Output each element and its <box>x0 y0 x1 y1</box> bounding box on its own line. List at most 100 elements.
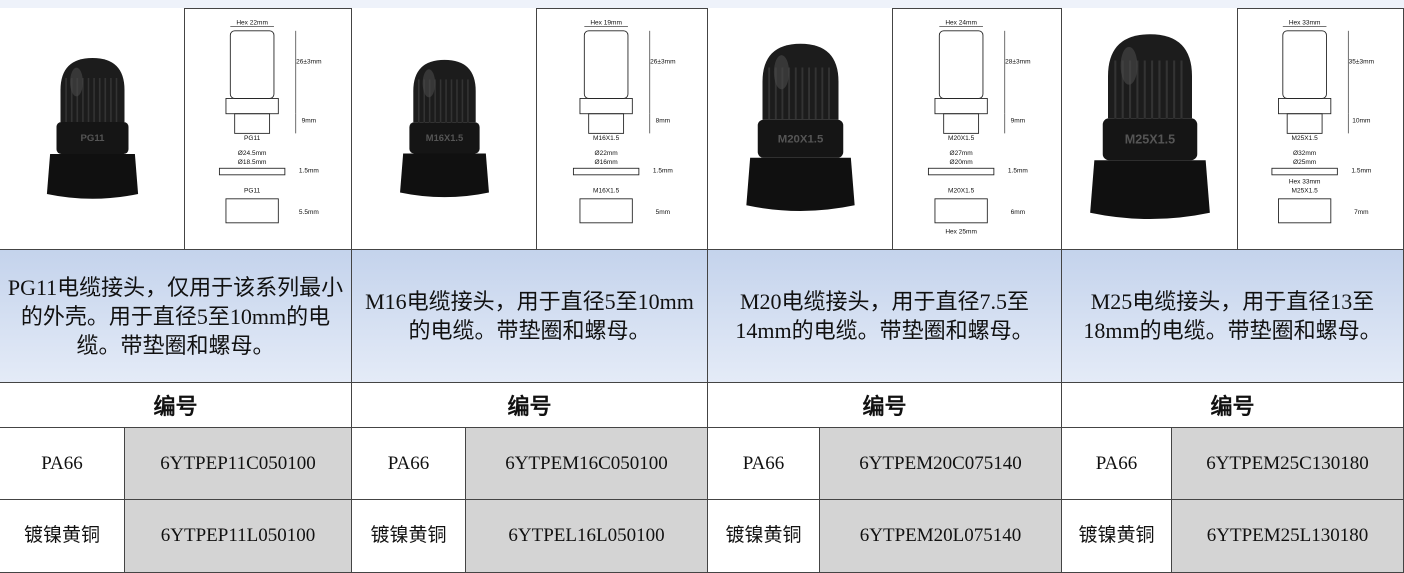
gland-body <box>408 121 480 153</box>
dimension-label: 9mm <box>1010 117 1025 124</box>
gland-hex <box>1089 159 1210 219</box>
material: PA66 <box>1062 428 1172 500</box>
part-code: 6YTPEM16C050100 <box>466 428 708 500</box>
dimension-label: M16X1.5 <box>593 134 620 141</box>
dimension-label: 8mm <box>655 117 670 124</box>
drawing-cell: Hex 33mm 35±3mm 10mm M25X1.5 1.5mm Ø32mm Ø25mm… <box>1238 8 1404 250</box>
part-code: 6YTPEP11C050100 <box>125 428 352 500</box>
part-code: 6YTPEM20L075140 <box>820 500 1062 573</box>
gland-body <box>757 119 843 158</box>
dimension-label: Ø25mm <box>1293 158 1317 165</box>
dimension-label: M20X1.5 <box>948 187 975 194</box>
dimension-label: 7mm <box>1354 209 1369 216</box>
gland: M25X1.5 <box>1089 33 1210 219</box>
nut-outline <box>225 197 279 223</box>
gland-photo: M25X1.5 <box>1089 33 1210 219</box>
dimension-label: Ø24.5mm <box>237 150 266 157</box>
dimension-label: 35±3mm <box>1348 58 1374 65</box>
cap-outline <box>229 29 274 99</box>
dimension-label: Hex 19mm <box>590 19 622 26</box>
drawing-cell: Hex 24mm 28±3mm 9mm M20X1.5 1.5mm Ø27mm Ø20mm M… <box>893 8 1062 250</box>
gland: M20X1.5 <box>745 43 855 211</box>
drawing-cell: Hex 22mm 26±3mm 9mm PG11 1.5mm Ø24.5mm Ø18.5mm… <box>185 8 352 250</box>
dimension-label: PG11 <box>244 134 261 141</box>
material: 镀镍黄铜 <box>708 500 820 573</box>
dimension-label: 5.5mm <box>298 209 319 216</box>
cap-outline <box>938 29 983 99</box>
cap-outline <box>583 29 628 99</box>
photo-cell: PG11 <box>0 8 185 250</box>
gland-body <box>1102 117 1197 160</box>
gland-photo: PG11 <box>46 57 138 199</box>
gland-cap <box>762 43 838 120</box>
part-code: 6YTPEM20C075140 <box>820 428 1062 500</box>
dimension-label: M20X1.5 <box>948 134 975 141</box>
thread-outline <box>233 112 270 134</box>
part-code: 6YTPEM25L130180 <box>1172 500 1404 573</box>
dimension-label: Ø18.5mm <box>237 158 266 165</box>
part-code: 6YTPEL16L050100 <box>466 500 708 573</box>
dimension-label: Ø22mm <box>594 150 618 157</box>
gland-hex <box>745 157 855 211</box>
washer-outline <box>218 167 285 175</box>
dimension-drawing: Hex 22mm 26±3mm 9mm PG11 1.5mm Ø24.5mmØ18.5mm… <box>218 19 322 223</box>
material: PA66 <box>708 428 820 500</box>
dimension-label: Ø16mm <box>594 158 618 165</box>
description: M16电缆接头，用于直径5至10mm的电缆。带垫圈和螺母。 <box>352 250 708 383</box>
gland: PG11 <box>46 57 138 199</box>
dimension-label: 1.5mm <box>1007 167 1028 174</box>
column-header: 编号 <box>708 383 1062 428</box>
gland-photo: M20X1.5 <box>745 43 855 211</box>
washer-outline <box>1270 167 1338 175</box>
thread-outline <box>587 112 624 134</box>
dimension-label: 28±3mm <box>1005 58 1031 65</box>
gland-label: M16X1.5 <box>425 133 462 143</box>
dimension-label: 9mm <box>301 117 316 124</box>
gland-photo: M16X1.5 <box>399 59 489 197</box>
material: 镀镍黄铜 <box>0 500 125 573</box>
gland-hex <box>46 153 138 199</box>
gland-shine <box>773 54 789 89</box>
material: 镀镍黄铜 <box>352 500 466 573</box>
dimension-label: 1.5mm <box>298 167 319 174</box>
dimension-label: Ø27mm <box>949 150 973 157</box>
nut-outline <box>579 197 633 223</box>
part-code: 6YTPEM25C130180 <box>1172 428 1404 500</box>
dimension-label: Hex 25mm <box>945 228 977 235</box>
top-strip <box>0 0 1404 9</box>
part-code: 6YTPEP11L050100 <box>125 500 352 573</box>
washer-outline <box>572 167 639 175</box>
material: 镀镍黄铜 <box>1062 500 1172 573</box>
dimension-label: 1.5mm <box>652 167 673 174</box>
gland: M16X1.5 <box>399 59 489 197</box>
dimension-label: 5mm <box>655 209 670 216</box>
drawing-cell: Hex 19mm 26±3mm 8mm M16X1.5 1.5mm Ø22mm Ø16mm M… <box>537 8 708 250</box>
photo-cell: M20X1.5 <box>708 8 893 250</box>
description: PG11电缆接头，仅用于该系列最小的外壳。用于直径5至10mm的电缆。带垫圈和螺… <box>0 250 352 383</box>
description: M20电缆接头，用于直径7.5至14mm的电缆。带垫圈和螺母。 <box>708 250 1062 383</box>
dimension-label: Ø20mm <box>949 158 973 165</box>
dimension-drawing: Hex 33mm 35±3mm 10mm M25X1.5 1.5mm Ø32mmØ25mm… <box>1270 19 1374 223</box>
dimension-label: Ø32mm <box>1293 150 1317 157</box>
gland-label: M25X1.5 <box>1124 132 1174 146</box>
dimension-label: M25X1.5 <box>1291 187 1318 194</box>
dimension-label: M25X1.5 <box>1291 134 1318 141</box>
cap-outline <box>1281 29 1327 99</box>
photo-cell: M16X1.5 <box>352 8 537 250</box>
dimension-label: 26±3mm <box>650 58 676 65</box>
nut-outline <box>934 197 988 223</box>
gland-label: PG11 <box>80 133 105 144</box>
gland-body <box>56 121 128 154</box>
gland-cap <box>60 57 124 122</box>
description: M25电缆接头，用于直径13至18mm的电缆。带垫圈和螺母。 <box>1062 250 1404 383</box>
hex-outline <box>1277 97 1331 114</box>
hex-outline <box>225 97 279 114</box>
dimension-label: Hex 33mm <box>1288 178 1320 185</box>
thread-outline <box>942 112 979 134</box>
gland-shine <box>69 67 83 96</box>
washer-outline <box>927 167 994 175</box>
thread-outline <box>1286 112 1323 134</box>
dimension-label: 1.5mm <box>1351 167 1372 174</box>
